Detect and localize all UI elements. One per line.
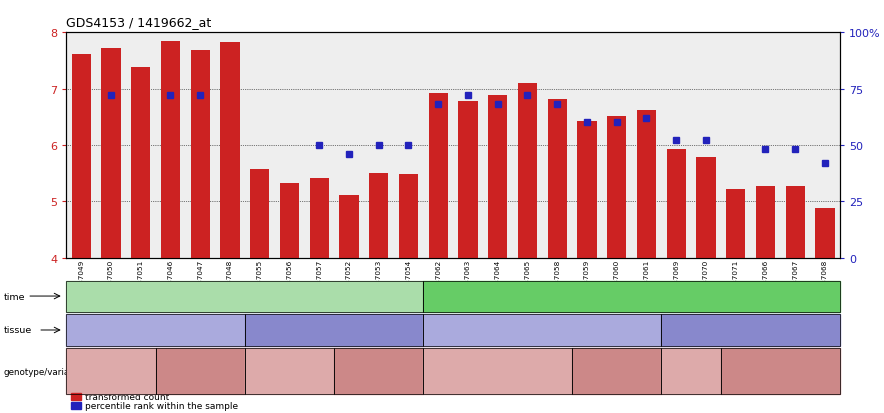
Bar (309, 178, 329, 258)
Bar (547, 100, 567, 258)
Bar (102, 49, 120, 258)
Text: SNCA knock out: SNCA knock out (80, 367, 142, 376)
Bar (399, 175, 418, 258)
Text: tissue: tissue (4, 326, 32, 335)
Text: wild type littermate: wild type littermate (578, 367, 655, 376)
Text: cerebellum: cerebellum (128, 325, 183, 335)
Text: SNCA knock out: SNCA knock out (467, 367, 529, 376)
Text: striatum: striatum (730, 325, 771, 335)
Text: genotype/variation: genotype/variation (4, 367, 87, 376)
Bar (369, 174, 388, 258)
Bar (429, 94, 448, 258)
Bar (815, 209, 834, 258)
Text: GDS4153 / 1419662_at: GDS4153 / 1419662_at (66, 16, 211, 29)
Bar (577, 122, 597, 258)
Bar (518, 84, 537, 258)
Text: time: time (4, 292, 25, 301)
Bar (279, 184, 299, 258)
Text: wild type
littermate: wild type littermate (359, 362, 398, 381)
Bar (339, 195, 359, 258)
Text: percentile rank within the sample: percentile rank within the sample (85, 401, 238, 410)
Text: striatum: striatum (313, 325, 354, 335)
Text: wild type
littermate: wild type littermate (180, 362, 220, 381)
Bar (458, 102, 477, 258)
Text: cerebellum: cerebellum (515, 325, 569, 335)
Bar (697, 158, 715, 258)
Bar (250, 169, 270, 258)
Text: 6 month: 6 month (223, 291, 267, 301)
Text: transformed count: transformed count (85, 392, 169, 401)
Bar (72, 55, 91, 258)
Bar (161, 41, 180, 258)
Bar (756, 186, 775, 258)
Bar (131, 68, 150, 258)
Text: 21 month: 21 month (606, 291, 657, 301)
Bar (191, 51, 210, 258)
Bar (726, 190, 745, 258)
Bar (667, 150, 686, 258)
Text: SNCA knock out: SNCA knock out (660, 367, 722, 376)
Bar (488, 96, 507, 258)
Bar (607, 116, 627, 258)
Bar (636, 111, 656, 258)
Text: wild type
littermate: wild type littermate (761, 362, 800, 381)
Text: SNCA knock out: SNCA knock out (258, 367, 321, 376)
Bar (220, 43, 240, 258)
Bar (786, 186, 804, 258)
